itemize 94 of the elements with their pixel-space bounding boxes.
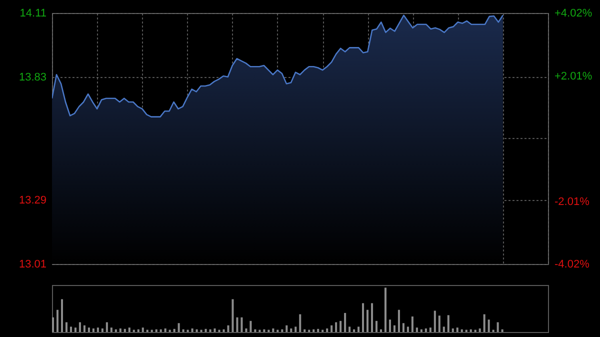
- bar: [236, 317, 238, 332]
- bar: [164, 328, 166, 332]
- bar: [429, 328, 432, 332]
- bar: [106, 322, 108, 332]
- bar: [362, 303, 364, 332]
- bar: [312, 329, 315, 332]
- bar: [456, 328, 458, 332]
- bar: [406, 326, 409, 332]
- y-tick-label: 13.83: [18, 71, 46, 84]
- bar: [160, 329, 162, 332]
- bar: [92, 328, 94, 332]
- bar: [196, 329, 198, 332]
- bar: [304, 329, 306, 332]
- bar: [245, 328, 248, 332]
- bar: [496, 322, 499, 332]
- bar: [438, 316, 440, 332]
- bar: [442, 326, 445, 332]
- bar: [375, 320, 378, 332]
- bar: [178, 323, 180, 332]
- y2-tick-label: +2.01%: [554, 70, 592, 82]
- bar: [191, 328, 194, 332]
- bar: [52, 317, 54, 332]
- bar: [88, 328, 90, 332]
- bar: [402, 323, 404, 332]
- bar: [366, 310, 369, 332]
- bar: [74, 328, 76, 332]
- bar: [96, 328, 99, 332]
- bar: [60, 299, 64, 332]
- bar: [420, 329, 422, 332]
- bar: [214, 328, 216, 332]
- bar: [501, 329, 504, 332]
- bar: [124, 328, 126, 332]
- bar: [56, 310, 59, 332]
- bar: [478, 328, 481, 332]
- bar: [263, 329, 266, 332]
- bar: [78, 322, 81, 332]
- bar: [353, 329, 356, 332]
- bar: [114, 329, 117, 332]
- bar: [470, 329, 472, 332]
- y-tick-label: 13.01: [18, 258, 46, 270]
- bar: [227, 325, 230, 332]
- bar: [142, 328, 144, 332]
- bar: [137, 329, 140, 332]
- bar: [290, 328, 292, 332]
- bar: [110, 328, 112, 332]
- bar: [240, 317, 243, 332]
- y2-tick-label: +4.02%: [554, 8, 592, 20]
- bar: [434, 310, 436, 332]
- bar: [204, 328, 207, 332]
- bar: [388, 320, 391, 332]
- bar: [424, 328, 427, 332]
- bar: [358, 326, 360, 332]
- y-tick-label: 14.11: [20, 8, 46, 20]
- bar: [335, 322, 338, 332]
- bar: [393, 325, 396, 332]
- bar: [330, 325, 333, 332]
- bar: [380, 329, 382, 332]
- bar: [340, 320, 342, 332]
- bar: [83, 325, 86, 332]
- bar: [371, 303, 374, 332]
- bar: [294, 326, 297, 332]
- bar: [254, 329, 256, 332]
- bar: [483, 314, 486, 332]
- bar: [286, 325, 288, 332]
- bar: [281, 329, 284, 332]
- bar: [317, 328, 320, 332]
- bar: [119, 328, 122, 332]
- bar: [398, 310, 400, 332]
- bar: [299, 314, 302, 332]
- bar: [173, 328, 176, 332]
- bar: [70, 326, 72, 332]
- bar: [411, 316, 414, 332]
- bar: [209, 329, 212, 332]
- bar: [128, 328, 130, 332]
- y2-tick-label: -4.02%: [554, 258, 590, 270]
- bar: [222, 329, 225, 332]
- bar: [155, 329, 158, 332]
- bar: [232, 299, 234, 332]
- y2-tick-label: -2.01%: [554, 196, 590, 208]
- bar: [460, 329, 463, 332]
- bar: [384, 288, 386, 332]
- bar: [488, 320, 490, 332]
- bar: [272, 328, 274, 332]
- bar: [250, 320, 252, 332]
- bar: [348, 326, 351, 332]
- bar: [101, 328, 104, 332]
- y-tick-label: 13.29: [18, 194, 46, 207]
- bar: [326, 328, 328, 332]
- bar: [416, 328, 418, 332]
- bar: [182, 329, 184, 332]
- bar: [452, 328, 454, 332]
- bar: [65, 322, 68, 332]
- bar: [344, 312, 346, 332]
- bar: [447, 315, 450, 332]
